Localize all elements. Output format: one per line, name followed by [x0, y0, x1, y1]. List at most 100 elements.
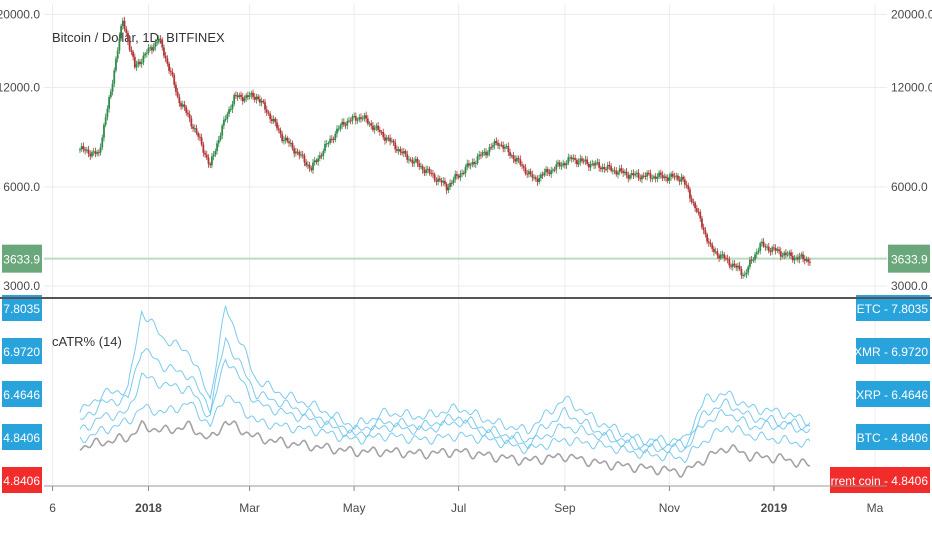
candle — [180, 103, 182, 107]
candle — [483, 151, 486, 153]
candle — [507, 146, 510, 153]
indicator-lines — [79, 305, 811, 478]
candle — [209, 163, 212, 166]
candle — [109, 91, 112, 98]
candle — [308, 164, 311, 169]
candle — [713, 248, 715, 252]
candle — [137, 61, 140, 65]
candle — [125, 28, 128, 33]
price-candles — [79, 16, 811, 279]
series-tag-left — [2, 424, 42, 450]
candle — [723, 254, 726, 259]
candle — [687, 185, 690, 190]
candle — [761, 241, 763, 244]
candle — [481, 152, 484, 156]
candle — [574, 158, 577, 160]
candle — [397, 149, 400, 151]
candle — [322, 151, 325, 156]
candle — [553, 169, 556, 171]
candle — [274, 118, 277, 123]
candle — [665, 176, 667, 178]
candle — [313, 160, 316, 163]
candle — [101, 137, 104, 148]
candle — [377, 125, 380, 130]
candle — [123, 20, 126, 29]
candle — [341, 121, 344, 126]
candle — [339, 125, 342, 129]
series-name-value-right: XRP - 6.4646 — [856, 388, 928, 402]
candle — [420, 166, 422, 168]
candle — [342, 121, 345, 125]
candle — [521, 164, 523, 166]
candle — [569, 157, 571, 159]
candle — [291, 142, 294, 149]
candle — [577, 161, 580, 165]
candle — [317, 158, 320, 162]
candle — [685, 184, 688, 186]
x-tick-label: Nov — [659, 501, 680, 515]
series-tag-right — [856, 381, 930, 407]
candle — [454, 174, 457, 180]
candle — [85, 149, 88, 151]
candle — [435, 180, 438, 182]
price-axis-right: 20000.0 12000.0 6000.0 3000.0 3633.9 — [888, 7, 932, 293]
candle — [730, 265, 732, 267]
candle — [147, 47, 150, 53]
candle — [361, 118, 364, 120]
candle — [505, 146, 508, 148]
candle — [677, 175, 679, 180]
candle — [502, 145, 505, 149]
y-tick-label-right: 12000.0 — [891, 81, 932, 95]
candle — [258, 99, 261, 103]
candle — [464, 167, 467, 174]
candle — [233, 94, 236, 104]
candle — [733, 263, 736, 266]
candle — [692, 202, 695, 204]
candle — [300, 154, 302, 156]
candle — [663, 176, 666, 179]
candle — [802, 254, 804, 259]
candle — [192, 126, 194, 129]
candle — [103, 124, 105, 138]
candle — [749, 259, 751, 267]
candle — [704, 230, 707, 235]
candle — [406, 154, 409, 160]
candle — [142, 55, 145, 63]
time-axis: 6 2018 Mar May Jul Sep Nov 2019 Ma — [49, 501, 883, 515]
series-value-left: 4.8406 — [3, 474, 40, 488]
candle — [296, 151, 299, 153]
candle — [217, 139, 220, 144]
candle — [421, 166, 424, 170]
candle — [351, 116, 354, 121]
candle — [423, 169, 426, 174]
y-tick-label-right: 6000.0 — [891, 180, 928, 194]
candle — [623, 171, 626, 174]
candle — [349, 120, 352, 122]
candle — [414, 158, 417, 162]
series-value-left: 6.4646 — [3, 388, 40, 402]
candle — [689, 189, 691, 199]
candle — [384, 137, 386, 141]
indicator-line-etc — [79, 305, 811, 446]
candle — [776, 249, 779, 251]
candle — [745, 272, 748, 275]
candle — [353, 116, 356, 118]
candle — [721, 254, 724, 256]
candle — [161, 39, 164, 48]
candle — [527, 171, 530, 175]
x-tick-label: 2018 — [135, 501, 162, 515]
candle — [360, 117, 362, 119]
candle — [157, 38, 160, 43]
candle — [695, 208, 698, 212]
candle — [195, 128, 198, 134]
candle — [514, 159, 517, 162]
candle — [651, 178, 654, 180]
candle — [462, 172, 465, 174]
candle — [793, 257, 796, 261]
candle — [699, 211, 702, 219]
candle — [764, 246, 767, 248]
candle — [615, 170, 618, 175]
candle — [647, 172, 650, 174]
